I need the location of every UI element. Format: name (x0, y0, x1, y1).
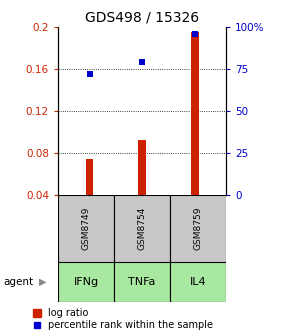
Text: agent: agent (3, 277, 33, 287)
Bar (58, 262, 114, 302)
Bar (138, 140, 146, 195)
Bar (114, 195, 170, 262)
Bar (58, 195, 114, 262)
Bar (170, 195, 226, 262)
Point (192, 31, 197, 36)
Bar (114, 262, 170, 302)
Point (87, 71, 92, 77)
Text: GSM8749: GSM8749 (81, 207, 90, 250)
Bar (170, 262, 226, 302)
Text: IL4: IL4 (190, 277, 206, 287)
Bar (86, 159, 93, 195)
Title: GDS498 / 15326: GDS498 / 15326 (85, 10, 199, 24)
Text: GSM8759: GSM8759 (194, 207, 203, 250)
Point (140, 59, 144, 65)
Bar (191, 32, 199, 195)
Text: ▶: ▶ (39, 277, 47, 287)
Text: IFNg: IFNg (73, 277, 99, 287)
Text: TNFa: TNFa (128, 277, 156, 287)
Text: GSM8754: GSM8754 (137, 207, 147, 250)
Legend: log ratio, percentile rank within the sample: log ratio, percentile rank within the sa… (33, 308, 213, 330)
